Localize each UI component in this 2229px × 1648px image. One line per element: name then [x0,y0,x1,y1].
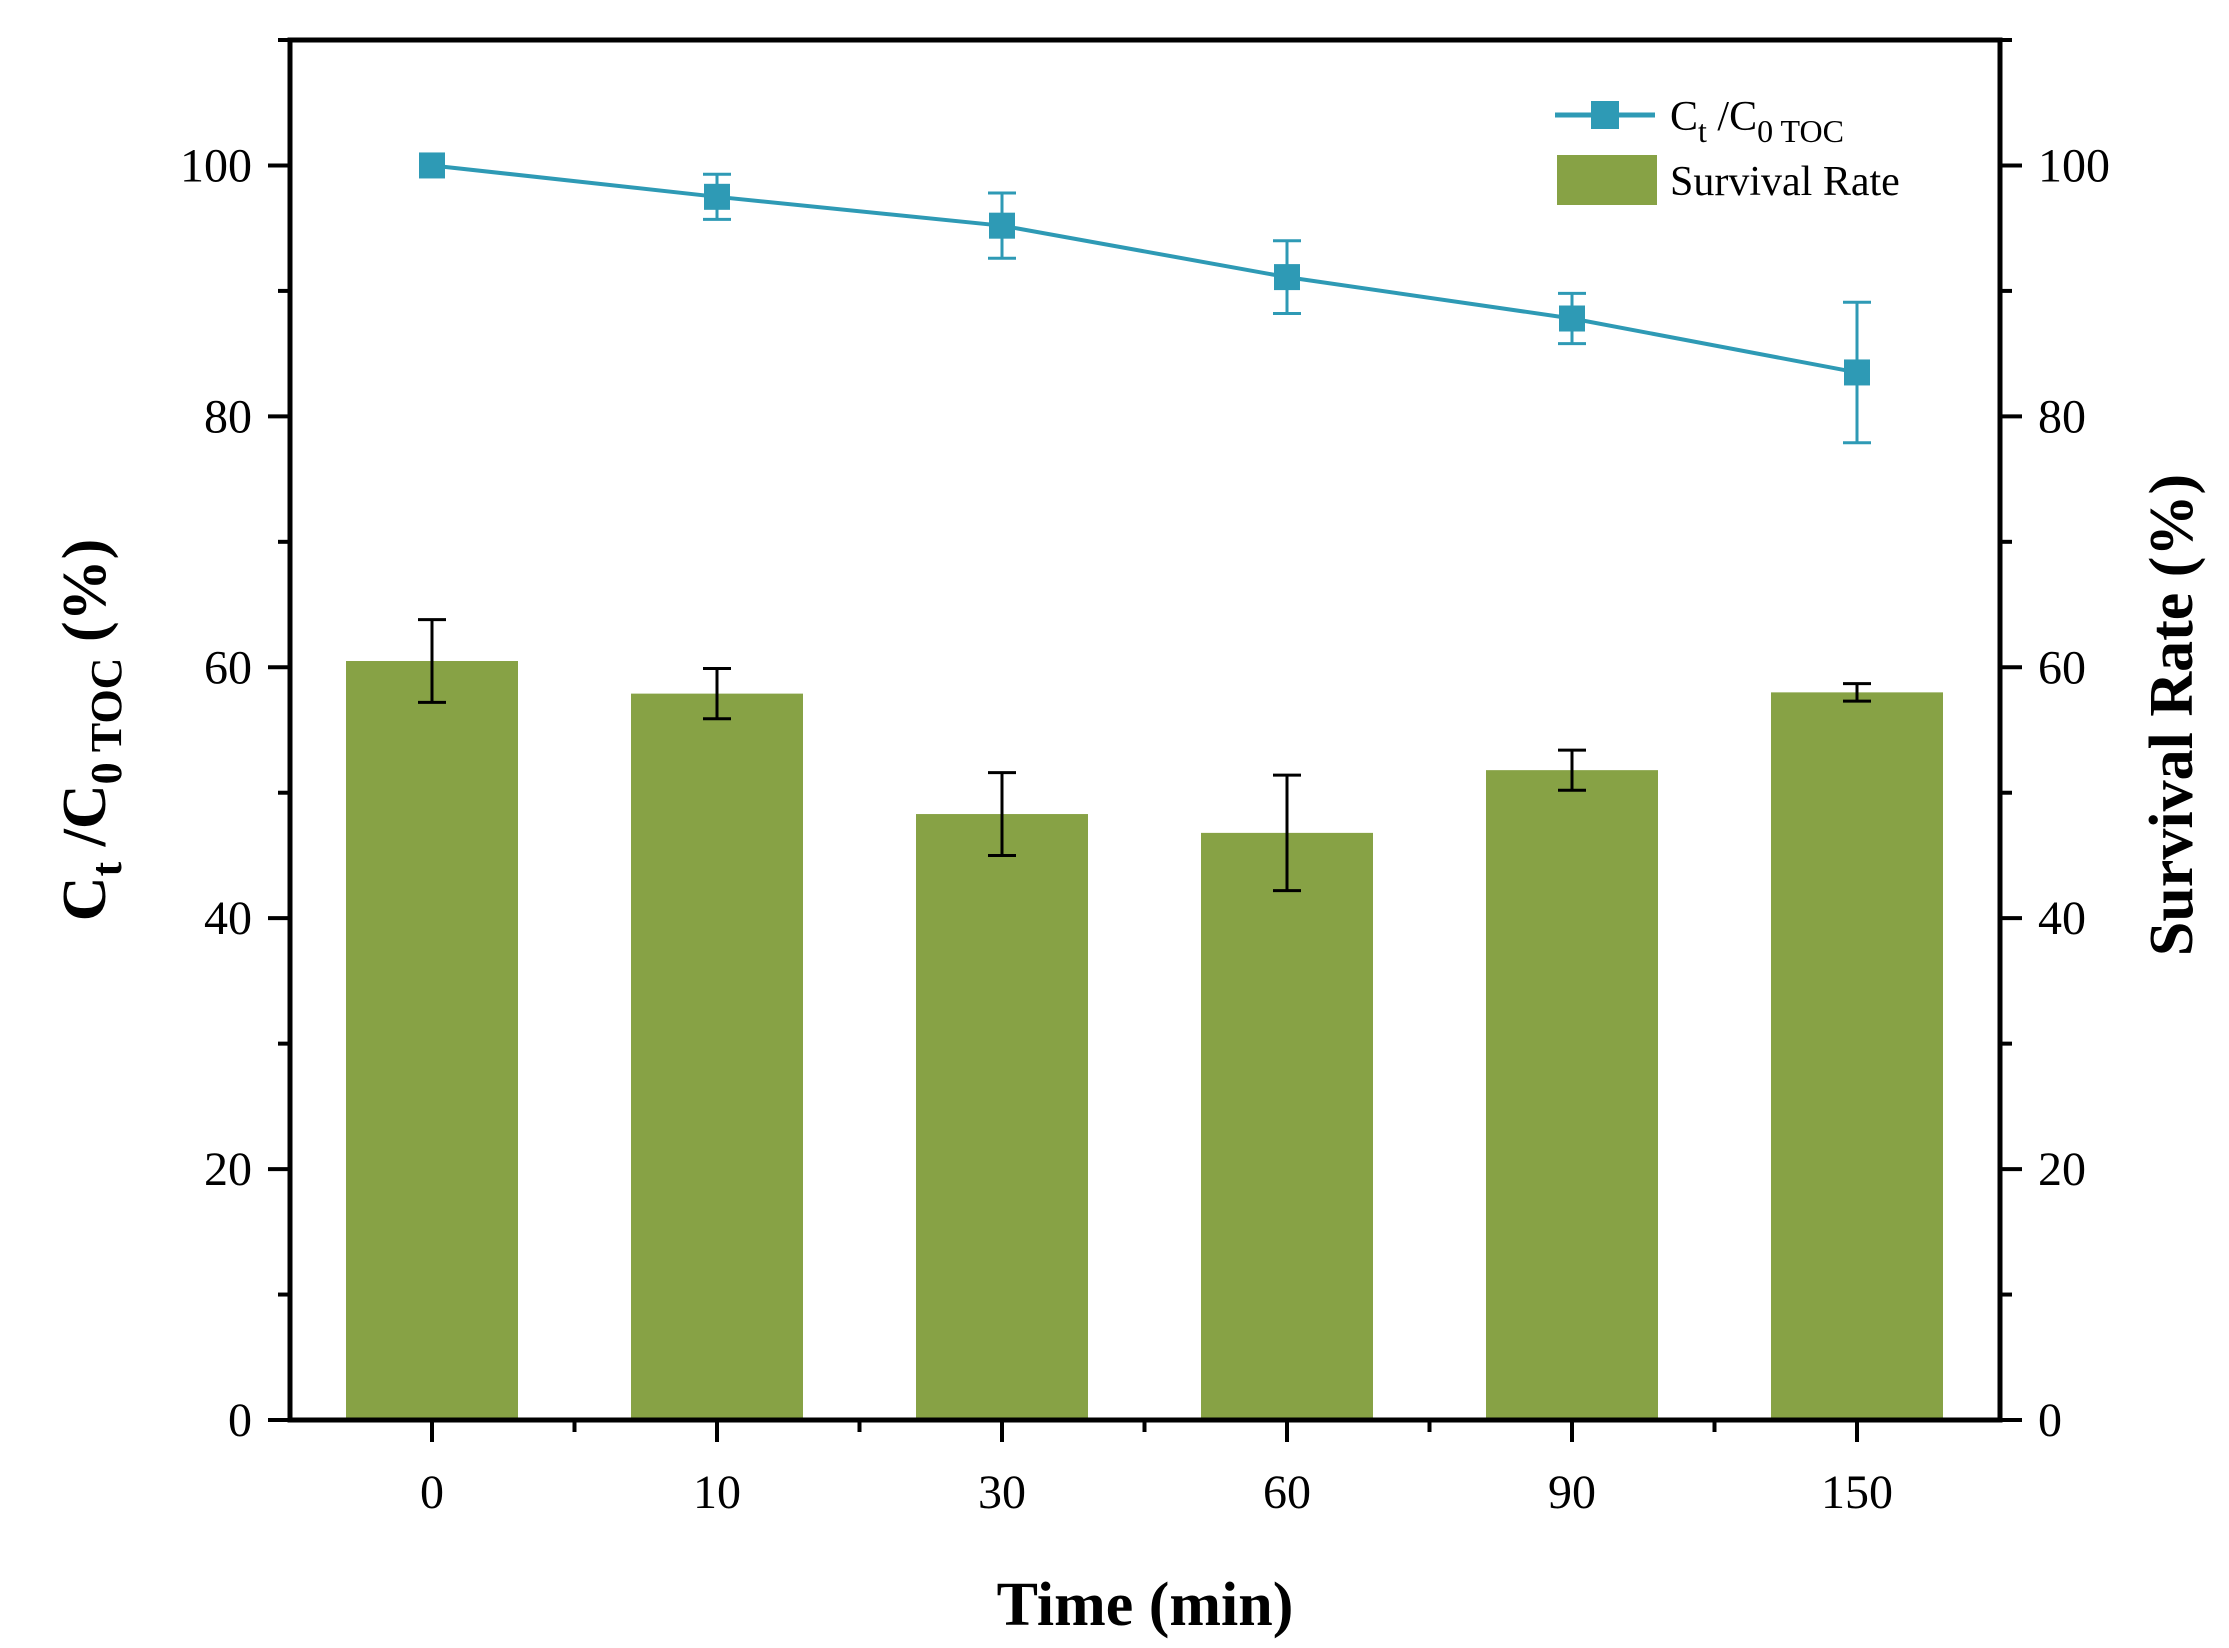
right-tick-label-80: 80 [2038,390,2086,443]
plot-frame [287,37,2003,1423]
y-title-sub1: t [82,861,131,876]
x-tick-label-30: 30 [978,1466,1026,1519]
legend-line-marker [1591,101,1619,129]
bars-layer [346,661,1943,1420]
line-point-30 [989,212,1015,239]
bar-error-bar-90 [1558,748,1586,792]
y-title-main: C [51,876,119,921]
bar-30 [916,814,1088,1420]
x-tick-label-60: 60 [1263,1466,1311,1519]
bar-0 [346,661,518,1420]
right-tick-label-20: 20 [2038,1143,2086,1196]
line-point-0 [419,152,445,179]
ticks-layer [268,38,2022,1442]
legend-line-label: Ct /C0 TOC [1670,94,1844,149]
left-tick-labels: 0 20 40 60 80 100 [180,139,252,1447]
x-tick-labels: 0 10 30 60 90 150 [420,1466,1893,1519]
left-tick-label-100: 100 [180,139,252,192]
bar-error-bar-150 [1843,682,1871,703]
legend: Ct /C0 TOC Survival Rate [1555,94,1900,205]
y-title-tail: (%) [51,539,119,658]
left-tick-label-20: 20 [204,1143,252,1196]
y-title-sub2: 0 TOC [82,658,131,785]
bar-90 [1486,770,1658,1420]
x-axis-title: Time (min) [997,1571,1294,1639]
left-tick-label-40: 40 [204,892,252,945]
legend-bar-swatch [1557,155,1657,205]
x-tick-label-10: 10 [693,1466,741,1519]
left-tick-label-80: 80 [204,390,252,443]
y-axis-title-right: Survival Rate (%) [2138,474,2206,956]
y-axis-title-left: Ct /C0 TOC (%) [51,539,131,922]
left-tick-label-0: 0 [228,1394,252,1447]
x-tick-label-0: 0 [420,1466,444,1519]
bar-150 [1771,692,1943,1420]
bar-error-bar-60 [1273,773,1301,893]
right-tick-label-100: 100 [2038,139,2110,192]
line-series-layer [419,152,1871,445]
line-point-60 [1274,264,1300,291]
bar-error-bar-0 [418,618,446,704]
right-tick-labels: 0 20 40 60 80 100 [2038,139,2110,1447]
x-tick-label-150: 150 [1821,1466,1893,1519]
left-tick-label-60: 60 [204,641,252,694]
bar-error-bars-layer [418,618,1871,893]
bar-10 [631,693,803,1420]
line-point-150 [1844,359,1870,386]
x-tick-label-90: 90 [1548,1466,1596,1519]
legend-bar-label: Survival Rate [1670,159,1900,205]
line-point-90 [1559,305,1585,332]
y-title-mid: /C [51,784,119,862]
right-tick-label-40: 40 [2038,892,2086,945]
bar-error-bar-10 [703,667,731,721]
bar-error-bar-30 [988,771,1016,857]
line-point-10 [704,183,730,210]
bar-60 [1201,832,1373,1420]
right-tick-label-60: 60 [2038,641,2086,694]
line-series-path [431,163,1858,375]
right-tick-label-0: 0 [2038,1394,2062,1447]
